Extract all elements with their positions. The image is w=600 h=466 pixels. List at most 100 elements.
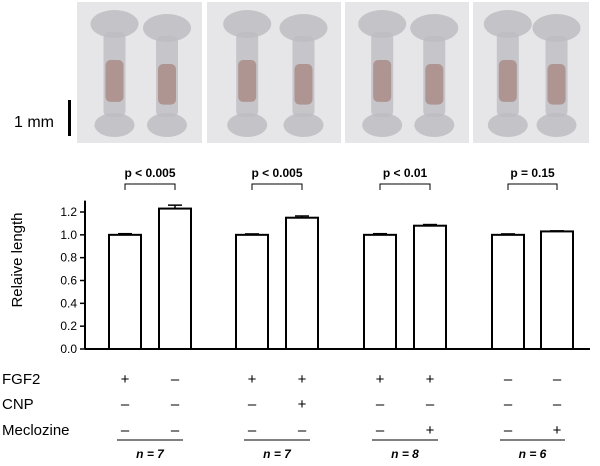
bone-image [483, 10, 532, 137]
condition-mark: – [121, 422, 130, 439]
bone-photographs [77, 2, 589, 143]
condition-mark: + [248, 371, 257, 388]
condition-mark: – [553, 371, 562, 388]
bone-base [414, 113, 455, 137]
bone-image [358, 10, 407, 137]
ossified-region [498, 60, 517, 102]
photo-panel [345, 2, 469, 143]
p-value-label: p < 0.005 [124, 166, 175, 180]
bone-head [279, 14, 328, 42]
bone-base [362, 113, 403, 137]
bone-base [487, 113, 528, 137]
bone-image [532, 14, 581, 137]
ossified-region [373, 60, 392, 102]
condition-row: Meclozine – – – – – + – + [2, 422, 562, 439]
condition-mark: – [553, 396, 562, 413]
y-tick-label: 0.2 [60, 319, 77, 333]
ossified-region [238, 60, 257, 102]
bar [363, 233, 397, 350]
condition-mark: – [171, 422, 180, 439]
scale-bar-label: 1 mm [14, 114, 54, 131]
condition-mark: + [121, 371, 130, 388]
bone-head [410, 14, 459, 42]
y-axis-label: Relaive length [9, 212, 26, 307]
bone-image [279, 14, 328, 137]
condition-mark: – [504, 422, 513, 439]
n-label: n = 7 [263, 447, 292, 461]
condition-label: CNP [2, 396, 34, 413]
bone-image [223, 10, 272, 137]
ossified-region [294, 64, 313, 105]
condition-mark: + [298, 371, 307, 388]
bar-group: p < 0.005 n = 7 [235, 166, 319, 461]
bone-head [358, 10, 407, 38]
condition-row: FGF2 + – + + + + – – [2, 371, 562, 388]
bar-group: p = 0.15 n = 6 [491, 166, 574, 461]
bone-head [483, 10, 532, 38]
condition-mark: + [426, 422, 435, 439]
photo-panel [77, 2, 202, 143]
condition-mark: – [298, 422, 307, 439]
condition-mark: + [376, 371, 385, 388]
condition-mark: – [376, 422, 385, 439]
condition-mark: – [376, 396, 385, 413]
condition-mark: – [248, 422, 257, 439]
y-tick-label: 0.6 [60, 274, 77, 288]
bar [491, 233, 525, 350]
y-tick-label: 1.0 [60, 228, 77, 242]
y-tick-label: 1.2 [60, 205, 77, 219]
condition-mark: – [504, 396, 513, 413]
bar [540, 230, 574, 351]
photo-panel [473, 2, 589, 143]
significance-bracket [379, 183, 431, 190]
photo-panel [207, 2, 341, 143]
p-value-label: p = 0.15 [510, 166, 555, 180]
condition-mark: – [171, 396, 180, 413]
bar [285, 216, 319, 350]
condition-mark: – [121, 396, 130, 413]
condition-mark: – [504, 371, 513, 388]
bone-head [532, 14, 581, 42]
y-tick-label: 0.8 [60, 251, 77, 265]
bone-head [90, 10, 139, 38]
condition-mark: – [426, 396, 435, 413]
bar [235, 233, 269, 350]
condition-label: Meclozine [2, 422, 70, 439]
ossified-region [425, 64, 444, 105]
bone-base [227, 113, 268, 137]
bar [413, 224, 447, 350]
significance-bracket [507, 183, 558, 190]
bone-image [410, 14, 459, 137]
bar [108, 233, 142, 350]
n-label: n = 7 [136, 447, 165, 461]
p-value-label: p < 0.01 [383, 166, 428, 180]
bone-image [90, 10, 139, 137]
bone-base [283, 113, 324, 137]
bone-base [536, 113, 577, 137]
condition-row: CNP – – – + – – – – [2, 396, 562, 413]
bar [158, 207, 192, 350]
significance-bracket [251, 183, 303, 190]
bone-head [223, 10, 272, 38]
condition-mark: – [171, 371, 180, 388]
ossified-region [158, 64, 176, 105]
n-label: n = 8 [391, 447, 419, 461]
bar-group: p < 0.01 n = 8 [363, 166, 447, 461]
bone-head [143, 14, 191, 42]
y-tick-label: 0.0 [60, 342, 77, 356]
y-tick-label: 0.4 [60, 296, 77, 310]
condition-label: FGF2 [2, 371, 40, 388]
ossified-region [105, 60, 124, 102]
bone-base [147, 113, 187, 137]
bone-image [143, 14, 191, 137]
condition-mark: – [248, 396, 257, 413]
p-value-label: p < 0.005 [251, 166, 302, 180]
ossified-region [547, 64, 566, 105]
condition-mark: + [298, 396, 307, 413]
n-label: n = 6 [519, 447, 547, 461]
significance-bracket [124, 183, 176, 190]
scale-bar [68, 100, 71, 136]
bone-base [94, 113, 135, 137]
condition-mark: + [426, 371, 435, 388]
